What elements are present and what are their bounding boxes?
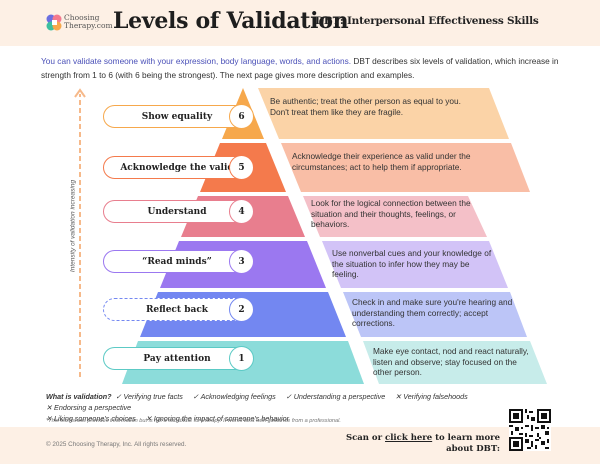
axis-label: Intensity of validation increasing (69, 179, 77, 273)
level-4-description: Look for the logical connection between … (311, 198, 471, 229)
is-not-item: ✕ Endorsing a perspective (46, 403, 132, 412)
is-item: ✓ Acknowledging feelings (192, 392, 276, 401)
level-6-description: Be authentic; treat the other person as … (270, 96, 461, 117)
description-band-4 (303, 196, 487, 237)
level-1-description: Make eye contact, nod and react naturall… (373, 346, 529, 377)
is-not-item: ✕ Liking someone's choices (46, 414, 136, 423)
is-not-item: ✕ Ignoring the impact of someone's behav… (145, 414, 289, 423)
level-5-number: 5 (229, 155, 254, 180)
description-band-1 (363, 341, 547, 384)
what-is-validation-heading: What is validation? (46, 392, 112, 401)
disclaimer: *This worksheet provides information but… (46, 418, 341, 424)
level-2-description: Check in and make sure you're hearing an… (352, 297, 513, 328)
what-is-validation: What is validation? ✓ Verifying true fac… (46, 391, 566, 424)
cross-icon: ✕ (145, 414, 152, 423)
cross-icon: ✕ (46, 403, 53, 412)
is-not-item: ✕ Verifying falsehoods (395, 392, 468, 401)
cross-icon: ✕ (395, 392, 402, 401)
check-icon: ✓ (192, 392, 199, 401)
level-1-number: 1 (229, 346, 254, 371)
check-icon: ✓ (285, 392, 292, 401)
logo-text: Choosing Therapy.com (64, 14, 113, 29)
level-1-label: Pay attention (103, 347, 251, 370)
description-band-3 (322, 241, 508, 288)
description-band-6 (258, 88, 509, 139)
scan-text: Scan or click here to learn more about D… (345, 433, 500, 454)
logo-line2: Therapy.com (64, 20, 113, 30)
description-band-2 (343, 292, 527, 337)
description-band-5 (281, 143, 530, 192)
level-3-number: 3 (229, 249, 254, 274)
level-4-number: 4 (229, 199, 254, 224)
is-item: ✓ Understanding a perspective (285, 392, 386, 401)
level-3-description: Use nonverbal cues and your knowledge of… (332, 248, 492, 279)
choosing-therapy-logo-icon (46, 14, 62, 31)
intro-body: DBT describes six levels of validation, … (41, 56, 559, 80)
cross-icon: ✕ (46, 414, 53, 423)
level-6-number: 6 (229, 104, 254, 129)
level-5-label: Acknowledge the valid (103, 156, 251, 179)
intro-paragraph: You can validate someone with your expre… (41, 54, 571, 82)
click-here-link[interactable]: click here (385, 433, 433, 443)
copyright: © 2025 Choosing Therapy, Inc. All rights… (46, 441, 187, 448)
intensity-arrow-icon (74, 88, 86, 377)
check-icon: ✓ (115, 392, 122, 401)
qr-code-icon[interactable] (509, 409, 551, 451)
page-subtitle: DBT: Interpersonal Effectiveness Skills (315, 15, 539, 27)
logo-line1: Choosing (64, 13, 100, 22)
header: Choosing Therapy.com Levels of Validatio… (0, 0, 600, 46)
footer: © 2025 Choosing Therapy, Inc. All rights… (0, 427, 600, 464)
page-title: Levels of Validation (113, 8, 349, 34)
is-item: ✓ Verifying true facts (115, 392, 183, 401)
level-2-number: 2 (229, 297, 254, 322)
level-5-description: Acknowledge their experience as valid un… (292, 151, 471, 172)
intro-lead: You can validate someone with your expre… (41, 56, 352, 66)
